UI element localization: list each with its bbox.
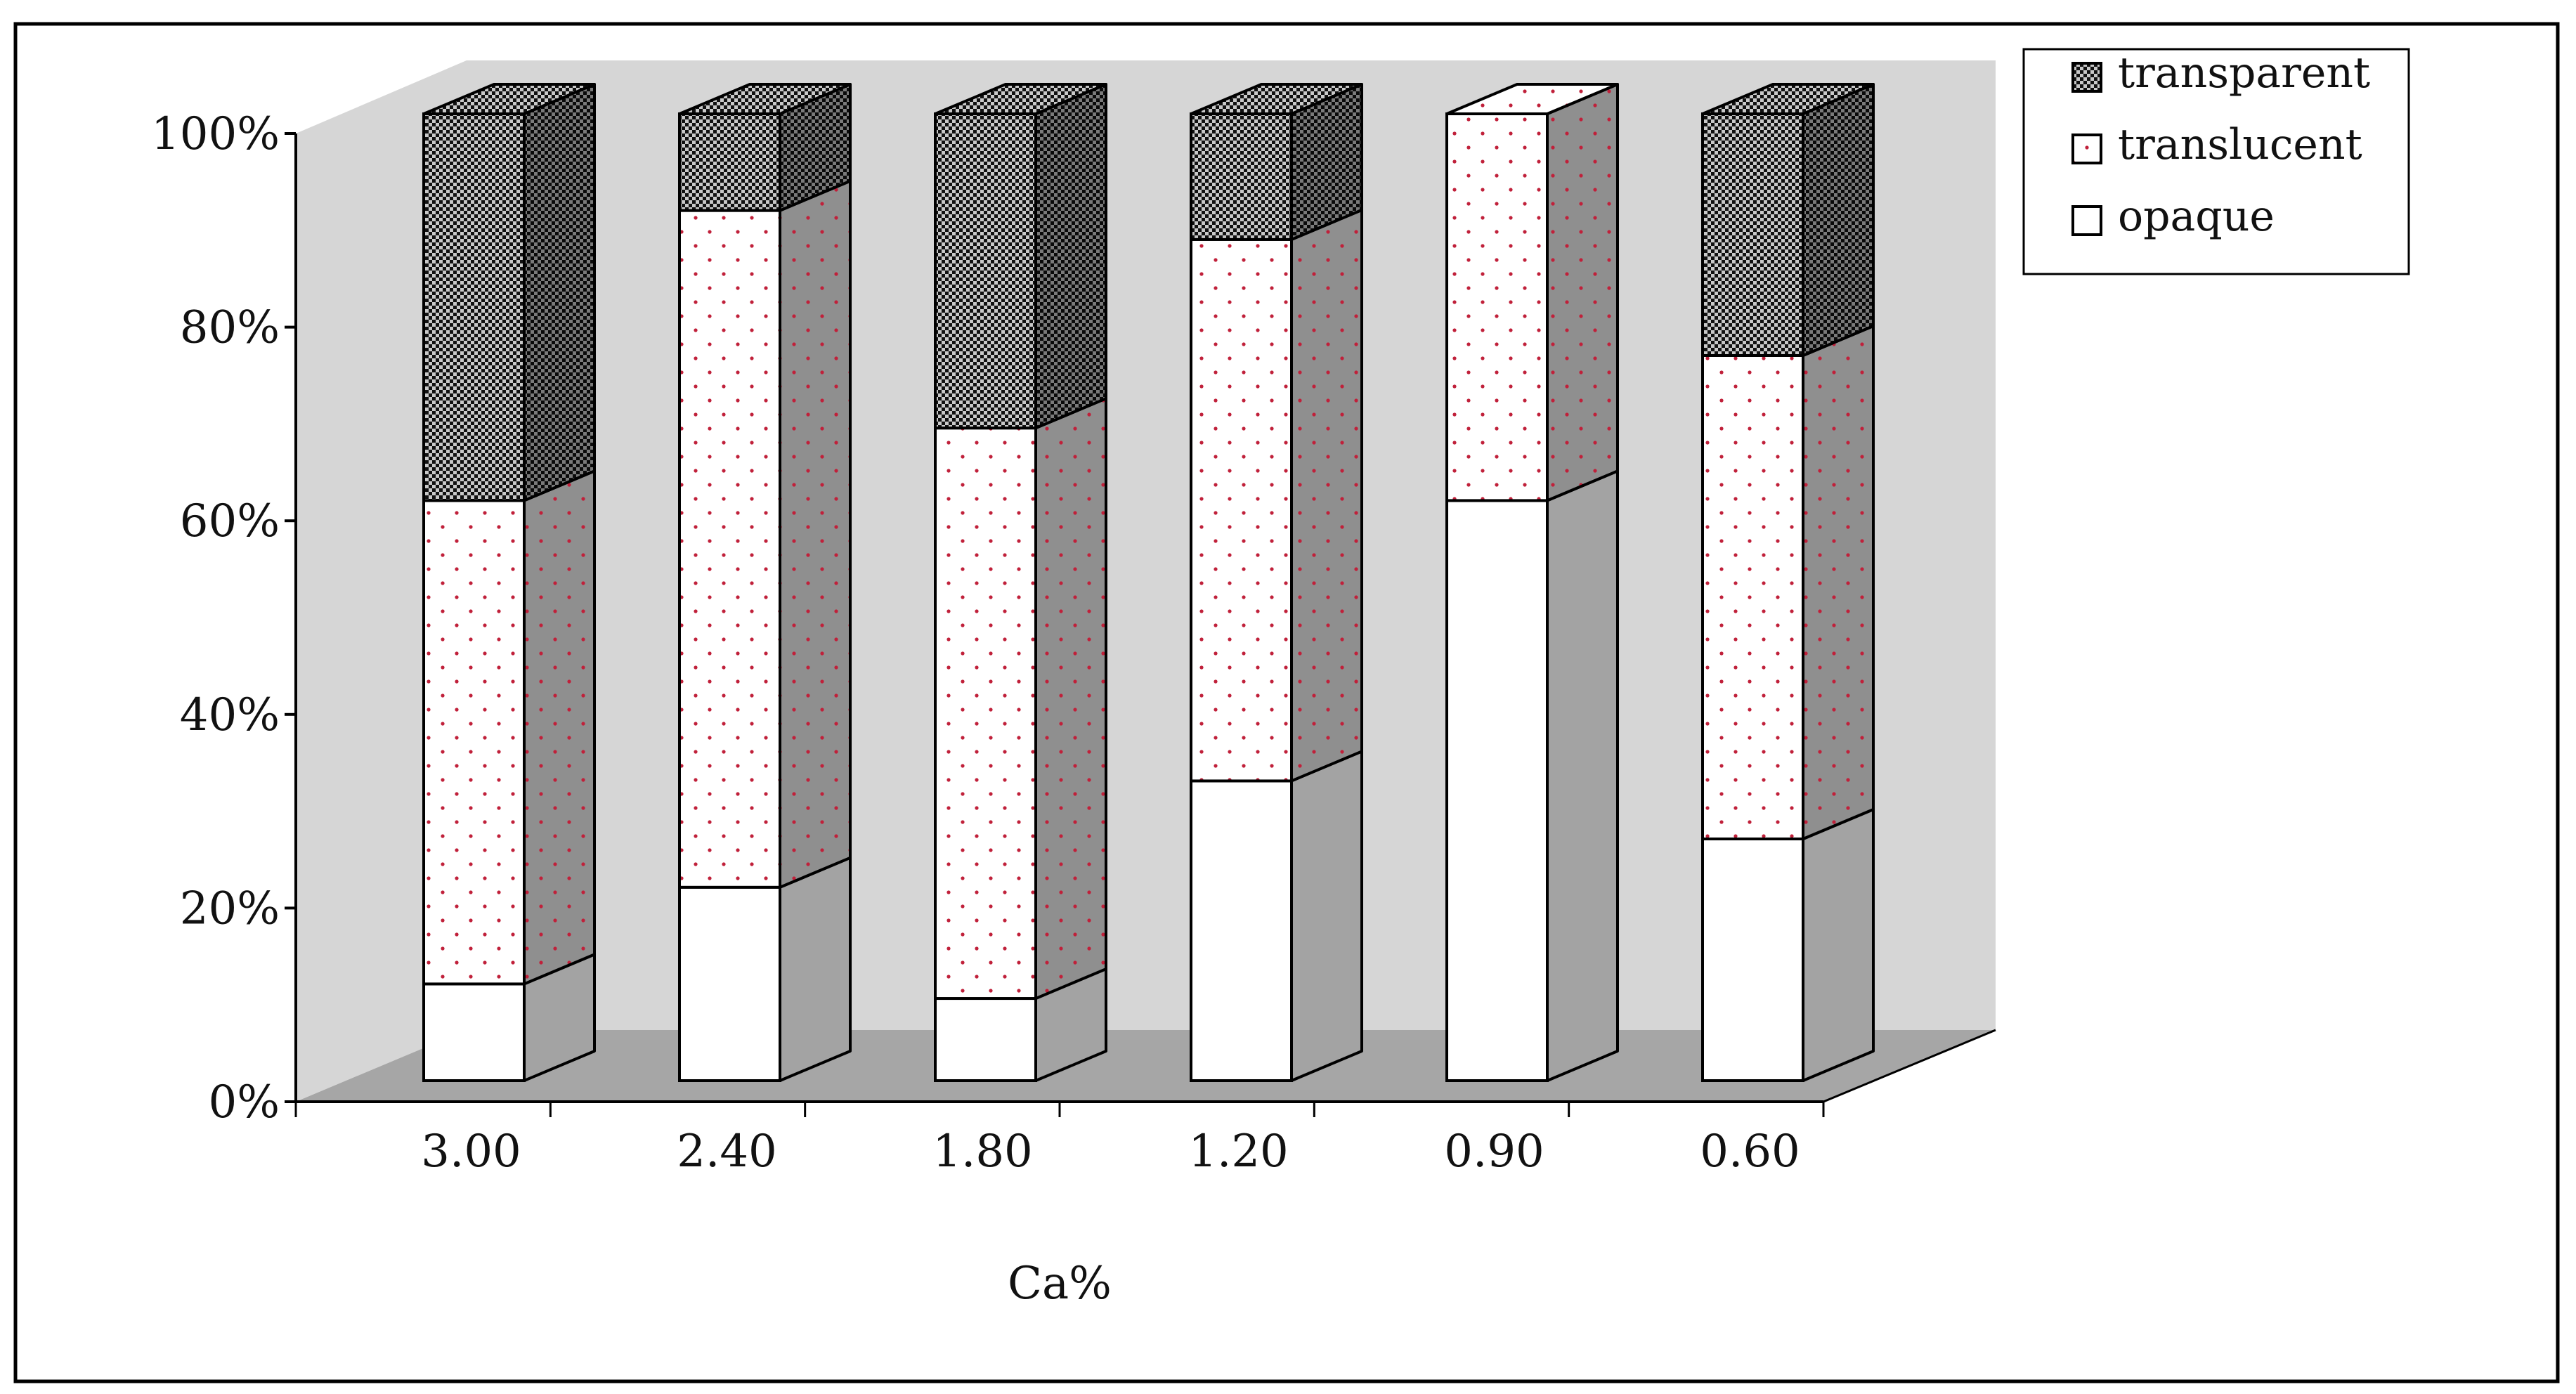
bar-stack-0-90 bbox=[1445, 83, 1619, 1082]
y-tick-label: 40% bbox=[180, 689, 280, 741]
bar-side-opaque bbox=[779, 856, 852, 1082]
y-tick-label: 80% bbox=[180, 302, 280, 354]
legend-label-opaque: opaque bbox=[2118, 192, 2275, 241]
floor-front-edge bbox=[1823, 1029, 1996, 1103]
bar-segment-opaque bbox=[1445, 499, 1549, 1082]
bar-top-transparent bbox=[1701, 83, 1875, 115]
bar-segment-translucent bbox=[422, 499, 526, 986]
bar-stack-1-80 bbox=[934, 83, 1107, 1083]
bar-side-translucent bbox=[1034, 397, 1107, 1001]
bar-side-opaque bbox=[1290, 750, 1363, 1082]
bar-stack-2-40 bbox=[678, 83, 852, 1083]
bar-side-translucent bbox=[523, 469, 596, 986]
y-axis-ticks: 0% 20% 40% 60% 80% 100% bbox=[151, 108, 296, 1128]
bar-side-translucent bbox=[1802, 325, 1875, 840]
bar-side-translucent bbox=[1290, 208, 1363, 783]
bar-stack-1-20 bbox=[1190, 83, 1363, 1082]
bar-segment-opaque bbox=[1701, 838, 1804, 1082]
bar-top-transparent bbox=[678, 83, 852, 115]
bar-segment-transparent bbox=[934, 112, 1037, 430]
bar-segment-translucent bbox=[934, 426, 1037, 1001]
y-tick-label: 60% bbox=[180, 495, 280, 547]
y-tick-label: 100% bbox=[151, 108, 280, 160]
bar-segment-translucent bbox=[1190, 237, 1293, 783]
bar-segment-opaque bbox=[678, 885, 781, 1083]
x-tick-label: 2.40 bbox=[677, 1126, 777, 1178]
bar-segment-opaque bbox=[934, 997, 1037, 1083]
y-tick-label: 20% bbox=[180, 882, 280, 934]
x-tick-label: 1.80 bbox=[932, 1126, 1033, 1178]
legend-swatch-translucent bbox=[2071, 133, 2102, 164]
bar-side-opaque bbox=[1546, 469, 1619, 1082]
bar-segment-opaque bbox=[422, 982, 526, 1083]
legend-label-transparent: transparent bbox=[2118, 48, 2370, 98]
bar-segment-translucent bbox=[1445, 112, 1549, 502]
bar-side-translucent bbox=[779, 179, 852, 889]
bar-segment-transparent bbox=[678, 112, 781, 212]
legend-swatch-transparent bbox=[2071, 62, 2102, 93]
bar-side-transparent bbox=[1034, 83, 1107, 430]
legend-swatch-opaque bbox=[2071, 205, 2102, 236]
bar-side-transparent bbox=[523, 83, 596, 502]
bar-top-translucent bbox=[1445, 83, 1619, 115]
bar-segment-transparent bbox=[1701, 112, 1804, 357]
x-axis-title: Ca% bbox=[1008, 1258, 1112, 1310]
y-tick-label: 0% bbox=[208, 1076, 280, 1128]
legend: transparent translucent opaque bbox=[2022, 48, 2410, 275]
bar-segment-opaque bbox=[1190, 779, 1293, 1082]
x-tick-label: 3.00 bbox=[421, 1126, 521, 1178]
bar-segment-transparent bbox=[1190, 112, 1293, 241]
bar-stack-0-60 bbox=[1701, 83, 1875, 1082]
bar-segment-transparent bbox=[422, 112, 526, 502]
x-tick-label: 0.60 bbox=[1700, 1126, 1800, 1178]
bar-top-transparent bbox=[422, 83, 596, 115]
bar-top-transparent bbox=[934, 83, 1107, 115]
figure-border bbox=[13, 22, 2560, 1383]
bar-segment-translucent bbox=[678, 209, 781, 889]
bar-side-transparent bbox=[1802, 83, 1875, 357]
bar-stacks bbox=[422, 83, 1875, 1083]
bar-stack-3-00 bbox=[422, 83, 596, 1083]
x-tick-label: 0.90 bbox=[1444, 1126, 1544, 1178]
bar-top-transparent bbox=[1190, 83, 1363, 115]
x-axis-ticks: 3.00 2.40 1.80 1.20 0.90 0.60 bbox=[294, 1102, 1825, 1178]
bar-side-translucent bbox=[1546, 83, 1619, 502]
x-tick-label: 1.20 bbox=[1188, 1126, 1289, 1178]
bar-side-opaque bbox=[1802, 808, 1875, 1082]
legend-label-translucent: translucent bbox=[2118, 120, 2362, 169]
bar-segment-translucent bbox=[1701, 354, 1804, 840]
